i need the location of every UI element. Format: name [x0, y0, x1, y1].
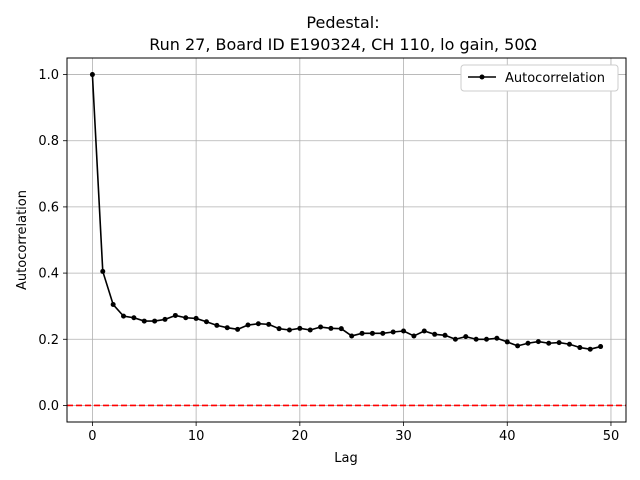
- data-point: [525, 340, 531, 346]
- y-tick-label: 0.8: [38, 134, 59, 149]
- data-point: [286, 327, 292, 333]
- data-point: [121, 313, 127, 319]
- data-point: [131, 315, 137, 321]
- data-point: [183, 315, 189, 321]
- y-tick-label: 0.6: [38, 200, 59, 215]
- data-series: [89, 72, 604, 352]
- chart-subtitle: Run 27, Board ID E190324, CH 110, lo gai…: [149, 35, 537, 54]
- x-axis-label: Lag: [334, 451, 357, 466]
- data-point: [494, 335, 500, 341]
- data-point: [535, 339, 541, 345]
- x-axis-ticks: 0 10 20 30 40 50: [88, 422, 619, 444]
- x-tick-label: 10: [188, 429, 205, 444]
- data-point: [349, 333, 355, 339]
- y-axis-label: Autocorrelation: [15, 190, 30, 290]
- data-point: [432, 331, 438, 337]
- legend-label: Autocorrelation: [505, 71, 605, 86]
- data-point: [598, 344, 604, 350]
- data-point: [297, 325, 303, 331]
- data-point: [359, 330, 365, 336]
- data-point: [566, 341, 572, 347]
- plot-frame: [66, 57, 627, 423]
- x-tick-label: 20: [292, 429, 309, 444]
- data-point: [193, 315, 199, 321]
- data-point: [110, 302, 116, 308]
- data-point: [203, 319, 209, 325]
- data-point: [318, 324, 324, 330]
- x-tick-label: 50: [603, 429, 620, 444]
- data-point: [369, 330, 375, 336]
- data-point: [141, 318, 147, 324]
- data-point: [152, 318, 158, 324]
- grid-lines: [67, 58, 626, 422]
- x-tick-label: 30: [395, 429, 412, 444]
- data-point: [577, 345, 583, 351]
- data-point: [484, 336, 490, 342]
- data-point: [307, 327, 313, 333]
- y-tick-label: 0.2: [38, 333, 59, 348]
- data-point: [172, 312, 178, 318]
- legend-marker-sample: [479, 74, 485, 80]
- data-point: [224, 325, 230, 331]
- x-tick-label: 0: [88, 429, 96, 444]
- data-point: [401, 328, 407, 334]
- chart-title: Pedestal:: [306, 13, 379, 32]
- data-point: [380, 330, 386, 336]
- legend: Autocorrelation: [460, 64, 619, 92]
- data-point: [390, 329, 396, 335]
- y-tick-label: 0.0: [38, 399, 59, 414]
- x-tick-label: 40: [499, 429, 516, 444]
- data-point: [473, 336, 479, 342]
- data-point: [411, 333, 417, 339]
- data-point: [276, 326, 282, 332]
- data-point: [100, 268, 106, 274]
- legend-box: [460, 64, 619, 92]
- data-point: [463, 334, 469, 340]
- data-point: [556, 340, 562, 346]
- data-point: [587, 346, 593, 352]
- data-point: [255, 321, 261, 327]
- data-point: [89, 72, 95, 78]
- data-point: [214, 322, 220, 328]
- data-point: [266, 321, 272, 327]
- y-tick-label: 0.4: [38, 267, 59, 282]
- data-point: [421, 328, 427, 334]
- data-point: [245, 322, 251, 328]
- y-axis-ticks: 0.0 0.2 0.4 0.6 0.8 1.0: [38, 68, 67, 414]
- data-point: [515, 343, 521, 349]
- data-point: [338, 326, 344, 332]
- y-tick-label: 1.0: [38, 68, 59, 83]
- data-point: [328, 325, 334, 331]
- data-point: [442, 332, 448, 338]
- data-point: [452, 336, 458, 342]
- data-point: [235, 326, 241, 332]
- data-point: [504, 339, 510, 345]
- data-point: [546, 340, 552, 346]
- data-point: [162, 316, 168, 322]
